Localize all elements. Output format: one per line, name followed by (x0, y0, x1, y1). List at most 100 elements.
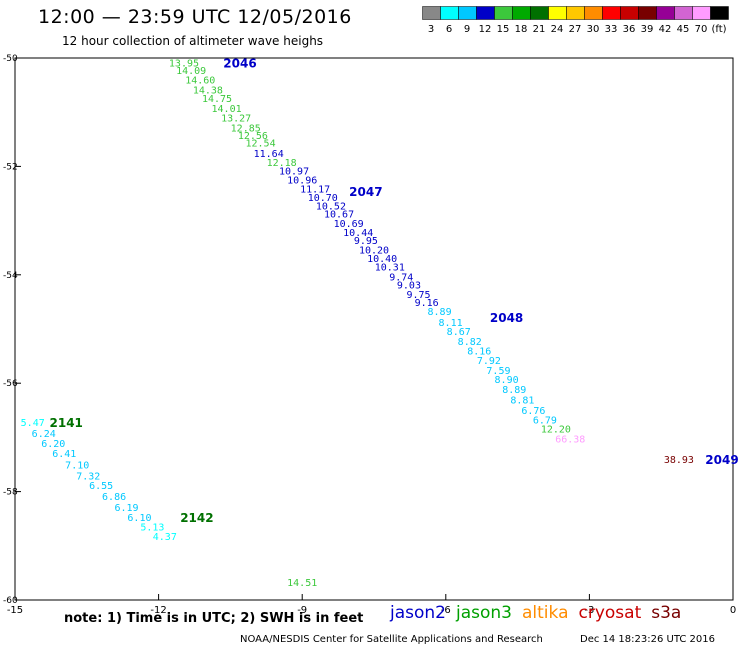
swh-value-label: 9.95 (354, 236, 378, 247)
legend-jason3: jason3 (456, 603, 512, 623)
x-tick-label: -9 (297, 605, 307, 616)
swh-value-label: 10.40 (367, 254, 397, 265)
swh-value-label: 8.89 (502, 385, 526, 396)
swh-value-label: 6.20 (41, 439, 65, 450)
satellite-legend: jason2 jason3 altika cryosat s3a (390, 603, 691, 623)
x-tick-label: -3 (584, 605, 594, 616)
swh-value-label: 4.37 (153, 532, 177, 543)
swh-value-label: 7.10 (65, 461, 89, 472)
legend-jason2: jason2 (390, 603, 446, 623)
generation-timestamp: Dec 14 18:23:26 UTC 2016 (580, 634, 715, 645)
swh-value-label: 11.64 (254, 149, 284, 160)
swh-value-label: 10.31 (375, 263, 405, 274)
y-tick-label: -54 (3, 271, 18, 281)
scale-label: 21 (532, 24, 546, 35)
y-tick-label: -60 (3, 596, 18, 606)
swh-value-label: 9.16 (415, 298, 439, 309)
scale-swatch (710, 6, 729, 20)
page-title: 12:00 — 23:59 UTC 12/05/2016 (38, 6, 352, 28)
x-tick-label: 0 (730, 605, 736, 616)
y-tick-label: -50 (3, 54, 18, 64)
scale-label: 12 (478, 24, 492, 35)
scale-label: 6 (445, 24, 453, 35)
swh-value-label: 66.38 (555, 434, 585, 445)
scale-label: 36 (622, 24, 636, 35)
pass-time-label: 2142 (180, 511, 213, 525)
plot-frame (14, 57, 734, 601)
y-tick-label: -52 (3, 162, 18, 172)
swh-value-label: 6.55 (89, 481, 113, 492)
scale-label: 42 (658, 24, 672, 35)
swh-color-scale (422, 6, 729, 20)
scale-label: 27 (568, 24, 582, 35)
swh-value-label: 10.44 (343, 228, 373, 239)
swh-value-label: 9.03 (397, 281, 421, 292)
scale-label: 39 (640, 24, 654, 35)
swh-value-label: 5.13 (140, 522, 164, 533)
pass-time-label: 2048 (490, 311, 523, 325)
x-tick-label: -15 (7, 605, 23, 616)
swh-value-label: 6.19 (114, 503, 138, 514)
scale-label: 33 (604, 24, 618, 35)
swh-value-label: 7.59 (486, 366, 510, 377)
legend-s3a: s3a (651, 603, 682, 623)
credit-line: NOAA/NESDIS Center for Satellite Applica… (240, 634, 543, 645)
swh-value-label: 12.54 (246, 139, 276, 150)
scale-label: 30 (586, 24, 600, 35)
swh-value-label: 8.81 (510, 395, 534, 406)
scale-label: 9 (463, 24, 471, 35)
legend-cryosat: cryosat (578, 603, 642, 623)
swh-value-label: 38.93 (664, 455, 694, 466)
scale-label: 45 (676, 24, 690, 35)
swh-value-label: 6.86 (102, 492, 126, 503)
series-jason2: 13.9514.0914.6014.3814.7514.0113.2712.85… (169, 58, 694, 466)
swh-value-label: 10.67 (324, 210, 354, 221)
scale-label: 70 (694, 24, 708, 35)
swh-value-label: 13.27 (221, 114, 251, 125)
x-tick-label: -12 (150, 605, 166, 616)
swh-value-label: 10.52 (316, 201, 346, 212)
y-tick-label: -56 (3, 379, 18, 389)
series-jason3: 5.476.246.206.417.107.326.556.866.196.10… (21, 418, 318, 589)
swh-value-label: 8.89 (428, 307, 452, 318)
swh-value-label: 6.24 (32, 429, 56, 440)
swh-value-label: 6.10 (127, 513, 151, 524)
swh-value-label: 6.79 (533, 416, 557, 427)
swh-value-label: 9.75 (406, 290, 430, 301)
scale-label: (ft) (711, 24, 727, 35)
pass-time-label: 2141 (50, 416, 83, 430)
pass-time-label: 2047 (349, 185, 382, 199)
swh-value-label: 9.74 (389, 272, 413, 283)
scale-label: 3 (427, 24, 435, 35)
swh-value-label: 7.92 (477, 356, 501, 367)
scale-label: 18 (514, 24, 528, 35)
swh-scale-labels: 3 6 9 12 15 18 21 24 27 30 33 36 39 42 45 70 (ft) (422, 24, 740, 36)
swh-value-label: 10.70 (308, 193, 338, 204)
swh-value-label: 10.69 (334, 219, 364, 230)
swh-value-label: 6.41 (52, 449, 76, 460)
swh-value-label: 8.67 (447, 327, 471, 338)
swh-value-label: 5.47 (21, 418, 45, 429)
swh-value-label: 14.75 (202, 94, 232, 105)
pass-time-label: 2046 (223, 56, 256, 70)
swh-value-label: 6.76 (521, 406, 545, 417)
swh-value-label: 13.95 (169, 58, 199, 69)
units-note: note: 1) Time is in UTC; 2) SWH is in fe… (64, 611, 364, 626)
swh-value-label: 10.97 (279, 167, 309, 178)
swh-value-label: 8.90 (495, 375, 519, 386)
swh-value-label: 14.38 (193, 85, 223, 96)
pass-time-label: 2049 (705, 453, 738, 467)
x-tick-label: -6 (441, 605, 451, 616)
swh-value-label: 7.32 (76, 471, 100, 482)
swh-value-label: 12.56 (238, 131, 268, 142)
swh-value-label: 8.16 (467, 347, 491, 358)
legend-altika: altika (522, 603, 569, 623)
page-subtitle: 12 hour collection of altimeter wave hei… (62, 34, 324, 48)
swh-value-label: 14.01 (212, 104, 242, 115)
y-tick-label: -58 (3, 488, 18, 498)
swh-value-label: 11.17 (300, 185, 330, 196)
swh-value-label: 12.18 (267, 158, 297, 169)
swh-value-label: 14.09 (176, 66, 206, 77)
swh-value-label: 10.96 (287, 175, 317, 186)
